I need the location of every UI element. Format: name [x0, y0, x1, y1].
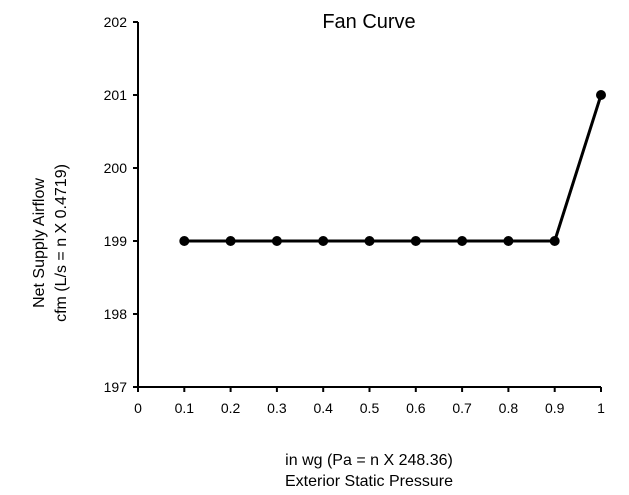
- y-tick-label: 198: [104, 306, 128, 322]
- x-tick-label: 1: [597, 400, 605, 416]
- y-axis-label-line-1: Net Supply Airflow: [31, 178, 48, 308]
- y-tick-label: 202: [104, 14, 128, 30]
- chart-title: Fan Curve: [322, 11, 415, 33]
- x-axis-label: in wg (Pa = n X 248.36) Exterior Static …: [285, 452, 453, 490]
- x-axis-label-line-2: Exterior Static Pressure: [285, 473, 453, 490]
- x-tick-label: 0.4: [313, 400, 333, 416]
- x-axis-label-line-1: in wg (Pa = n X 248.36): [285, 452, 453, 469]
- x-tick-label: 0.2: [221, 400, 241, 416]
- x-tick-label: 0.9: [545, 400, 565, 416]
- data-point: [596, 90, 606, 100]
- x-tick-label: 0.6: [406, 400, 426, 416]
- series-points: [179, 90, 606, 246]
- data-point: [549, 236, 560, 246]
- y-ticks: 197 198 199 200 201 202: [104, 14, 138, 395]
- data-point: [271, 236, 282, 246]
- x-ticks: 0 0.1 0.2 0.3 0.4 0.5 0.6 0.7 0.8 0.9 1: [134, 387, 605, 416]
- x-tick-label: 0.8: [499, 400, 519, 416]
- data-point: [364, 236, 375, 246]
- y-axis-label-line-2: cfm (L/s = n X 0.4719): [53, 164, 70, 322]
- x-tick-label: 0.3: [267, 400, 287, 416]
- data-point: [225, 236, 236, 246]
- data-point: [457, 236, 468, 246]
- x-tick-label: 0.7: [452, 400, 472, 416]
- y-tick-label: 199: [104, 233, 128, 249]
- series-lines: [184, 94, 603, 243]
- data-point: [318, 236, 329, 246]
- y-axis-label: Net Supply Airflow cfm (L/s = n X 0.4719…: [31, 164, 70, 322]
- y-tick-label: 200: [104, 160, 128, 176]
- x-tick-label: 0.1: [175, 400, 195, 416]
- data-point: [503, 236, 514, 246]
- series-line: [184, 94, 603, 243]
- x-tick-label: 0.5: [360, 400, 380, 416]
- data-point: [179, 236, 190, 246]
- y-tick-label: 197: [104, 379, 128, 395]
- x-tick-label: 0: [134, 400, 142, 416]
- data-point: [410, 236, 421, 246]
- y-tick-label: 201: [104, 87, 128, 103]
